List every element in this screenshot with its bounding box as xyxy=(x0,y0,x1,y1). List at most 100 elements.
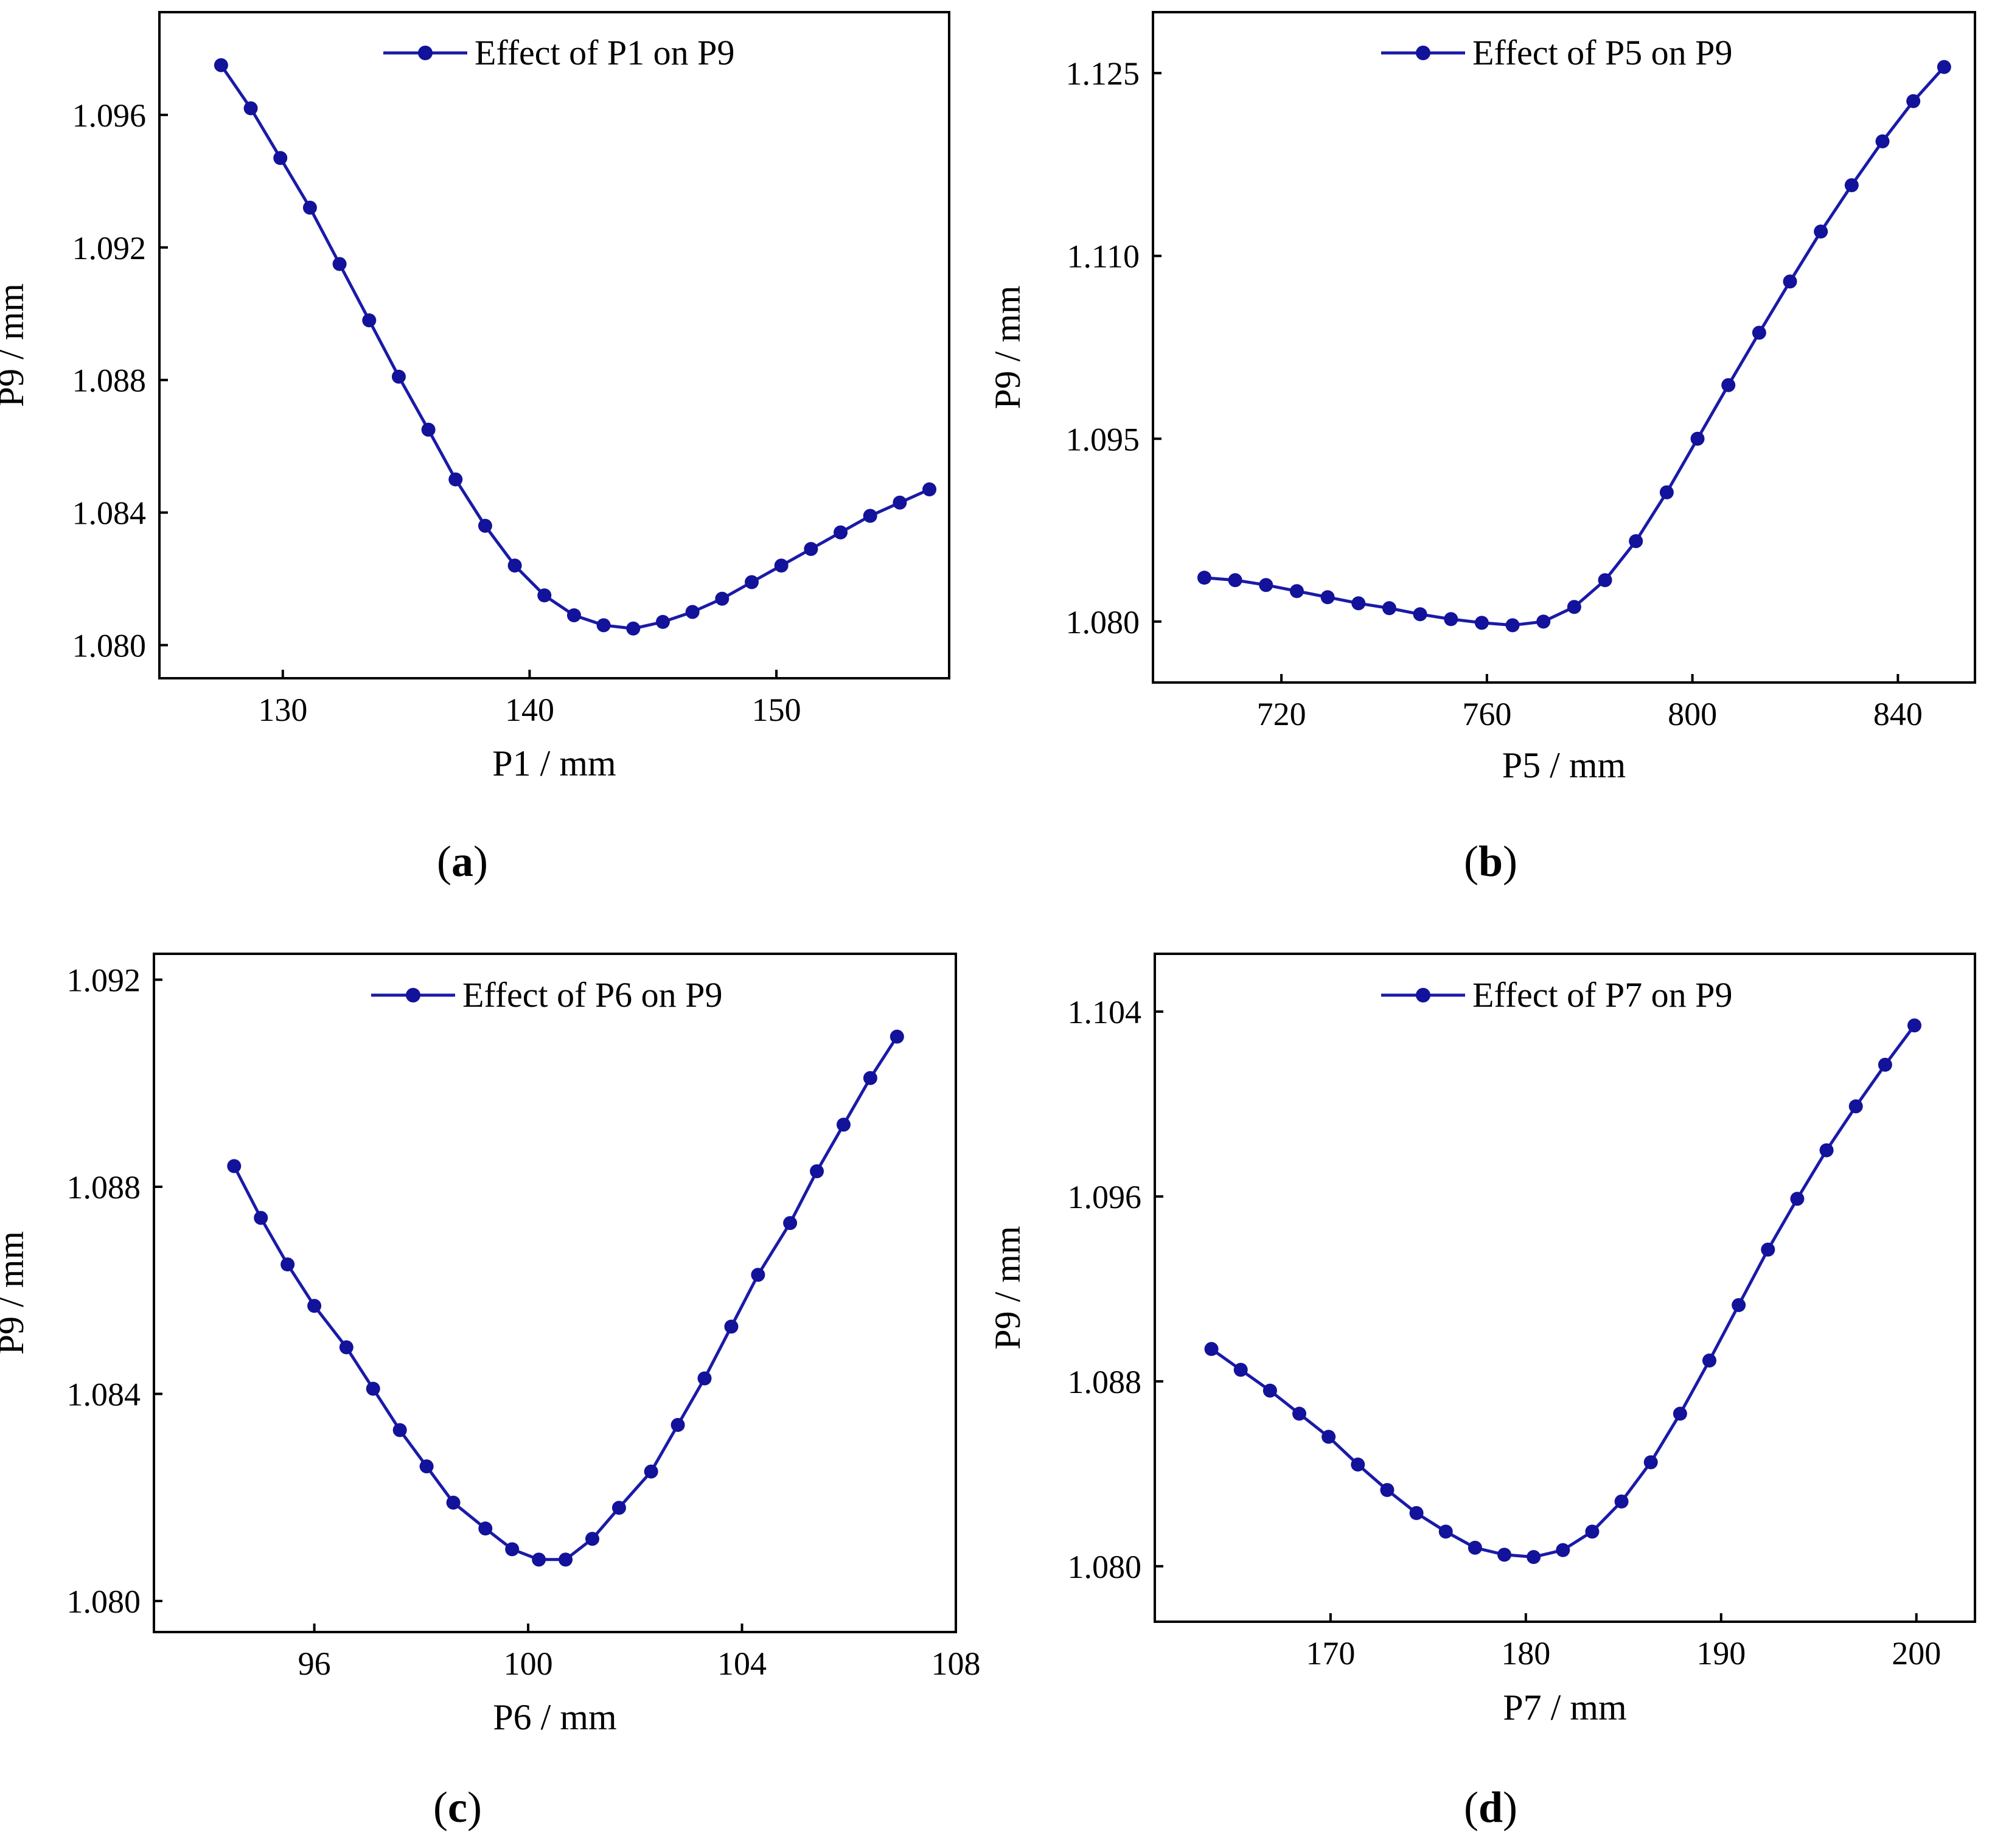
data-point xyxy=(1380,1482,1395,1497)
data-point xyxy=(1875,134,1890,148)
series-line xyxy=(1210,1024,1916,1559)
data-point xyxy=(307,1299,322,1313)
data-point xyxy=(1527,1550,1541,1565)
y-tick-label: 1.080 xyxy=(72,628,147,664)
data-point xyxy=(1497,1548,1512,1562)
data-point xyxy=(362,313,377,328)
data-point xyxy=(810,1164,824,1178)
data-point xyxy=(1673,1406,1687,1421)
y-tick-label: 1.096 xyxy=(1068,1179,1142,1215)
data-point xyxy=(836,1117,851,1132)
legend-marker xyxy=(1416,46,1430,60)
data-point xyxy=(1409,1506,1424,1520)
data-point xyxy=(254,1211,268,1225)
data-point xyxy=(1702,1353,1717,1368)
x-tick-label: 104 xyxy=(717,1645,767,1682)
panel-a: Effect of P1 on P9 (a) 130 140 150 1.080 1.0… xyxy=(0,11,950,886)
panel-label-d: (d) xyxy=(1464,1783,1517,1832)
data-point xyxy=(1752,325,1766,340)
data-point xyxy=(1505,618,1520,633)
x-tick-label: 800 xyxy=(1668,696,1717,732)
data-point xyxy=(273,151,288,165)
data-point xyxy=(893,495,907,510)
y-tick-label: 1.095 xyxy=(1066,421,1140,457)
data-point xyxy=(1262,1383,1277,1398)
panel-label-b: (b) xyxy=(1464,837,1517,886)
y-tick-label: 1.080 xyxy=(1068,1549,1142,1585)
data-point xyxy=(774,558,789,573)
plot-frame xyxy=(1154,953,1976,1623)
data-point xyxy=(1322,1429,1336,1444)
series-line xyxy=(220,64,930,630)
x-tick-label: 720 xyxy=(1257,696,1306,732)
x-tick-label: 170 xyxy=(1306,1635,1355,1672)
panel-label-a: (a) xyxy=(437,837,488,886)
y-tick-label: 1.084 xyxy=(72,495,147,532)
data-point xyxy=(1878,1057,1892,1072)
data-point xyxy=(1382,601,1396,616)
data-point xyxy=(626,621,641,636)
y-tick-label: 1.104 xyxy=(1068,994,1142,1030)
data-point xyxy=(1233,1363,1248,1377)
data-point xyxy=(1259,578,1273,592)
x-tick-label: 180 xyxy=(1501,1635,1550,1672)
data-point xyxy=(1438,1524,1453,1539)
panel-d: Effect of P7 on P9 (d) 170 180 190 200 1.080… xyxy=(987,953,1976,1832)
data-point xyxy=(1844,178,1859,193)
legend-label: Effect of P5 on P9 xyxy=(1472,33,1732,72)
y-tick-label: 1.092 xyxy=(67,962,141,999)
series-line xyxy=(232,1035,899,1561)
series-line xyxy=(1204,66,1946,627)
data-point xyxy=(670,1418,685,1433)
data-point xyxy=(655,614,670,629)
x-axis-label: P5 / mm xyxy=(1502,745,1626,785)
x-tick-label: 150 xyxy=(752,692,801,728)
y-tick-label: 1.080 xyxy=(67,1583,141,1620)
data-point xyxy=(421,422,436,437)
x-tick-label: 100 xyxy=(504,1645,553,1682)
plot-frame xyxy=(158,11,950,679)
data-point xyxy=(446,1495,461,1510)
y-tick-label: 1.110 xyxy=(1067,238,1140,275)
data-point xyxy=(227,1159,242,1173)
data-point xyxy=(1659,485,1674,499)
x-tick-label: 200 xyxy=(1892,1635,1941,1672)
plot-frame xyxy=(1152,11,1976,684)
x-axis-label: P7 / mm xyxy=(1503,1687,1626,1728)
data-point xyxy=(339,1340,353,1355)
data-point xyxy=(1585,1524,1600,1539)
data-point xyxy=(559,1552,573,1567)
y-tick-label: 1.088 xyxy=(67,1169,141,1206)
data-point xyxy=(1536,614,1551,629)
data-point xyxy=(751,1268,765,1282)
data-point xyxy=(890,1029,904,1044)
data-point xyxy=(478,518,492,533)
x-axis-label: P6 / mm xyxy=(493,1697,616,1737)
y-axis-label: P9 / mm xyxy=(987,1226,1028,1349)
data-point xyxy=(1444,612,1458,627)
x-tick-label: 130 xyxy=(258,692,307,728)
data-point xyxy=(1228,573,1242,588)
legend-marker xyxy=(418,46,433,60)
panel-c: Effect of P6 on P9 (c) 96 100 104 108 1.080 1… xyxy=(0,953,981,1832)
data-point xyxy=(1937,60,1951,74)
data-point xyxy=(745,575,759,589)
data-point xyxy=(1732,1297,1746,1312)
y-tick-label: 1.125 xyxy=(1066,55,1140,92)
y-tick-label: 1.096 xyxy=(72,97,147,134)
data-point xyxy=(724,1319,739,1334)
y-axis-label: P9 / mm xyxy=(0,1231,31,1355)
data-point xyxy=(1556,1543,1570,1557)
data-point xyxy=(448,472,463,487)
x-tick-label: 96 xyxy=(298,1645,331,1682)
data-point xyxy=(1643,1455,1658,1470)
data-point xyxy=(1197,571,1211,585)
y-tick-label: 1.092 xyxy=(72,230,147,266)
x-tick-label: 190 xyxy=(1696,1635,1746,1672)
data-point xyxy=(1848,1099,1863,1114)
data-point xyxy=(644,1464,658,1479)
legend-label: Effect of P1 on P9 xyxy=(475,33,734,72)
x-tick-label: 140 xyxy=(505,692,554,728)
data-point xyxy=(1598,573,1612,588)
